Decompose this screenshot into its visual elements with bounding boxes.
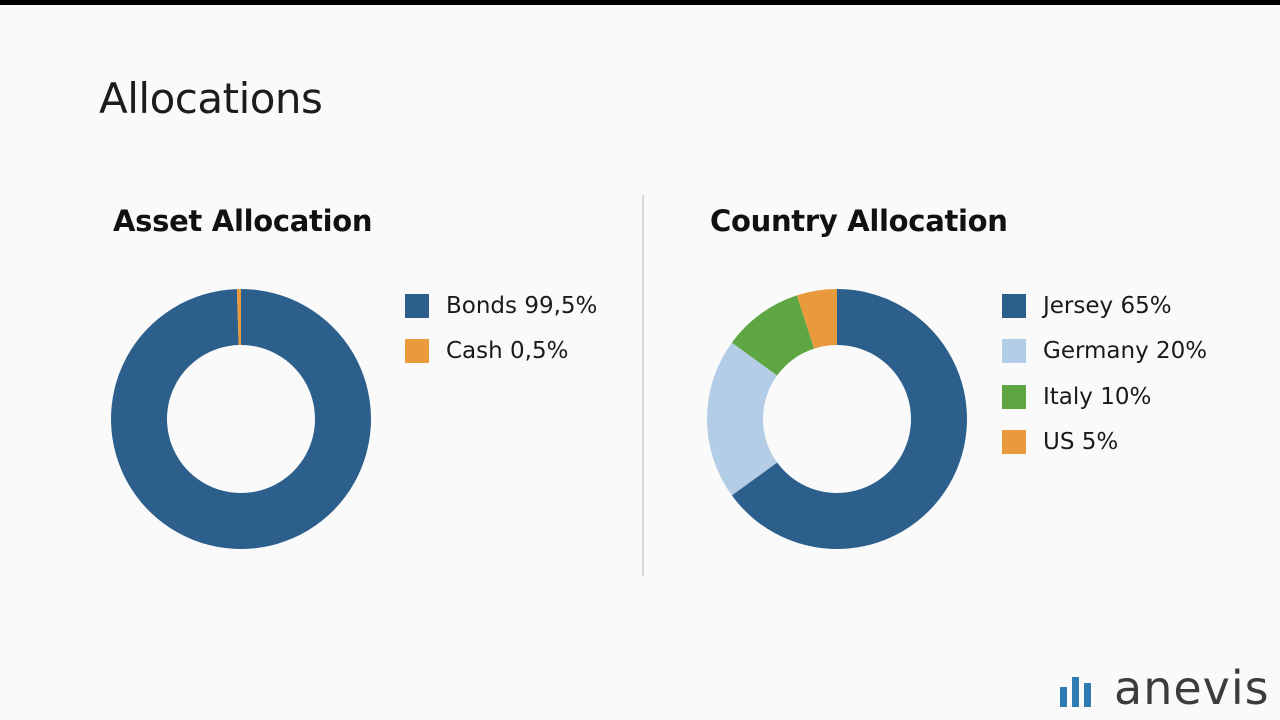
legend-swatch (1002, 339, 1026, 364)
legend-label: Germany 20% (1043, 338, 1208, 365)
legend-swatch (405, 294, 429, 318)
country-allocation-title: Country Allocation (710, 204, 1008, 238)
legend-swatch (1002, 384, 1026, 409)
asset-allocation-donut (111, 289, 372, 549)
slice-italy (731, 295, 815, 376)
slice-us (796, 289, 837, 349)
slice-jersey (731, 289, 967, 549)
page-title: Allocations (99, 74, 323, 123)
legend-swatch (1002, 429, 1026, 454)
top-bar (0, 0, 1280, 5)
slice-cash (236, 289, 241, 346)
legend-label: Bonds 99,5% (446, 293, 598, 319)
bar-chart-icon (1060, 668, 1094, 710)
legend-swatch (405, 339, 429, 364)
legend-label: Jersey 65% (1043, 293, 1172, 319)
legend-swatch (1002, 294, 1026, 318)
slice-germany (707, 342, 778, 496)
anevis-logo: anevis (1060, 664, 1275, 716)
legend-label: Italy 10% (1043, 383, 1152, 410)
logo-text: anevis (1114, 661, 1270, 715)
legend-label: Cash 0,5% (446, 338, 569, 365)
country-allocation-donut (707, 289, 967, 549)
asset-allocation-title: Asset Allocation (113, 204, 373, 238)
legend-label: US 5% (1043, 428, 1119, 455)
slice-bonds (111, 289, 372, 549)
panel-divider (642, 195, 644, 576)
